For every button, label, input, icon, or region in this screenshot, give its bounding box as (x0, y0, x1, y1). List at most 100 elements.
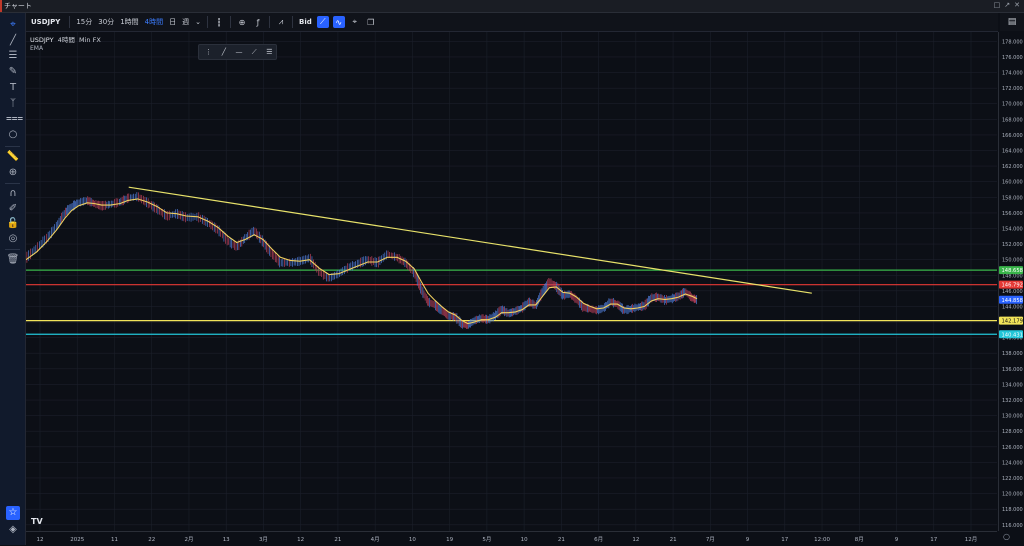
level-price-tag-3-bg (999, 330, 1023, 339)
current-price-tag-bg (999, 295, 1023, 304)
trendline[interactable] (128, 186, 812, 294)
level-price-tag-3: 140.431 (1002, 332, 1023, 338)
time-tick-label: 2025 (70, 537, 84, 543)
price-tick-label: 146.000 (1002, 289, 1023, 295)
timeframe-4h[interactable]: 4時間 (144, 18, 164, 26)
legend-interval: 4時間 (57, 36, 75, 44)
drag-handle-icon[interactable]: ⋮ (205, 48, 213, 56)
time-tick-label: 5月 (482, 536, 491, 543)
time-tick-label: 12:00 (814, 537, 830, 543)
drawing-tools-sidebar: ⌖ ╱ ☰ ✎ T ᛉ ⩶ ○ 📏 ⊕ ∩ ✐ 🔓 ◎ 🗑 ☆ ◈ (0, 13, 26, 545)
level-price-tag-1: 146.792 (1002, 283, 1023, 289)
price-tick-label: 116.000 (1002, 523, 1023, 529)
time-tick-label: 12 (632, 537, 639, 543)
layout-icon[interactable]: ▤ (1000, 13, 1024, 31)
ema-line (26, 198, 698, 325)
window-close-button[interactable]: ✕ (1014, 1, 1020, 9)
candle-style-icon[interactable]: ┇ (216, 17, 222, 27)
drawing-floating-toolbar: ⋮ ╱ — ⟋ ☰ (198, 44, 277, 60)
tradingview-logo: TV (31, 517, 43, 526)
wave-icon[interactable]: ∿ (332, 16, 345, 28)
line-chart-icon[interactable]: ⟋ (316, 16, 329, 28)
zoom-icon[interactable]: ⊕ (8, 167, 18, 178)
time-tick-label: 11 (111, 537, 118, 543)
legend-indicator[interactable]: EMA (30, 45, 44, 52)
timeframe-15m[interactable]: 15分 (76, 18, 93, 26)
price-tick-label: 174.000 (1002, 71, 1023, 77)
window-title: チャート (4, 2, 32, 10)
templates-icon[interactable]: ⩘ (278, 17, 284, 26)
time-tick-label: 12 (297, 537, 304, 543)
add-compare-icon[interactable]: ⊕ (238, 17, 246, 27)
legend-symbol: USDJPY (30, 36, 54, 44)
layers-icon[interactable]: ◈ (9, 524, 17, 535)
price-type-bid[interactable]: Bid (299, 18, 312, 26)
level-price-tag-0: 148.658 (1002, 268, 1023, 274)
alert-icon[interactable]: ⌖ (352, 17, 357, 26)
symbol-selector[interactable]: USDJPY (31, 18, 61, 26)
timeframe-week[interactable]: 週 (182, 18, 190, 26)
lock-icon[interactable]: 🔓 (6, 218, 20, 229)
draw-ray-icon[interactable]: — (235, 48, 243, 56)
draw-extended-icon[interactable]: ⟋ (251, 48, 257, 56)
lock-drawing-icon[interactable]: ✐ (8, 203, 18, 214)
time-tick-label: 10 (521, 537, 528, 543)
time-tick-label: 2月 (184, 536, 193, 543)
level-price-tag-1-bg (999, 280, 1023, 289)
titlebar-accent (0, 0, 2, 12)
timeframe-dropdown[interactable]: ⌄ (195, 18, 201, 26)
brush-icon[interactable]: ✎ (8, 66, 18, 77)
favorites-star-icon[interactable]: ☆ (6, 506, 20, 520)
price-tick-label: 128.000 (1002, 429, 1023, 435)
window-restore-button[interactable]: □ (993, 1, 1001, 9)
price-chart[interactable] (26, 32, 997, 531)
price-tick-label: 126.000 (1002, 445, 1023, 451)
magnet-icon[interactable]: ∩ (9, 188, 17, 199)
price-axis[interactable]: 178.000 176.000 174.000 172.000 170.000 168.0… (998, 32, 1024, 531)
time-tick-label: 10 (409, 537, 416, 543)
pattern-icon[interactable]: ᛉ (10, 98, 16, 109)
settings-gear-icon[interactable]: ○ (1003, 532, 1010, 541)
price-tick-label: 178.000 (1002, 39, 1023, 45)
price-tick-label: 166.000 (1002, 133, 1023, 139)
fib-icon[interactable]: ⩶ (6, 113, 24, 124)
price-tick-label: 172.000 (1002, 86, 1023, 92)
eye-icon[interactable]: ◎ (8, 233, 18, 244)
timeframe-day[interactable]: 日 (169, 18, 177, 26)
text-icon[interactable]: T (9, 82, 17, 93)
snapshot-icon[interactable]: ❐ (367, 17, 375, 27)
timeframe-1h[interactable]: 1時間 (120, 18, 139, 26)
chart-legend: USDJPY 4時間 Min FX EMA (30, 34, 101, 52)
time-tick-label: 19 (446, 537, 453, 543)
ruler-icon[interactable]: 📏 (6, 151, 20, 162)
cursor-icon[interactable]: ⌖ (10, 19, 16, 30)
trash-icon[interactable]: 🗑 (6, 254, 20, 265)
draw-lines-icon[interactable]: ☰ (266, 48, 273, 56)
window-titlebar: チャート □ ↗ ✕ (0, 0, 1024, 13)
current-price-tag: 144.858 (1002, 298, 1023, 304)
timeframe-30m[interactable]: 30分 (98, 18, 115, 26)
level-price-tag-2-bg (999, 316, 1023, 325)
circle-icon[interactable]: ○ (8, 129, 18, 140)
level-price-tag-2: 142.179 (1002, 319, 1023, 325)
price-tick-label: 134.000 (1002, 382, 1023, 388)
chart-toolbar: USDJPY 15分 30分 1時間 4時間 日 週 ⌄ ┇ ⊕ ƒ ⩘ Bid… (26, 13, 998, 32)
legend-source: Min FX (78, 36, 101, 44)
price-tick-label: 164.000 (1002, 149, 1023, 155)
price-tick-label: 156.000 (1002, 211, 1023, 217)
price-tick-label: 152.000 (1002, 242, 1023, 248)
draw-line-icon[interactable]: ╱ (221, 48, 226, 56)
time-tick-label: 17 (930, 537, 937, 543)
trend-line-icon[interactable]: ╱ (9, 35, 17, 46)
time-tick-label: 12月 (965, 536, 978, 543)
horizontal-lines-icon[interactable]: ☰ (8, 50, 18, 61)
time-tick-label: 9 (746, 537, 750, 543)
time-axis[interactable]: 12 2025 11 22 2月 13 3月 12 21 4月 10 19 5月 10 21 6月 12 21 7月… (26, 531, 997, 546)
time-tick-label: 6月 (594, 536, 603, 543)
time-tick-label: 21 (558, 537, 565, 543)
time-tick-label: 7月 (706, 536, 715, 543)
indicators-icon[interactable]: ƒ (256, 17, 260, 27)
time-tick-label: 4月 (371, 536, 380, 543)
price-tick-label: 150.000 (1002, 258, 1023, 264)
window-popout-button[interactable]: ↗ (1004, 1, 1011, 9)
